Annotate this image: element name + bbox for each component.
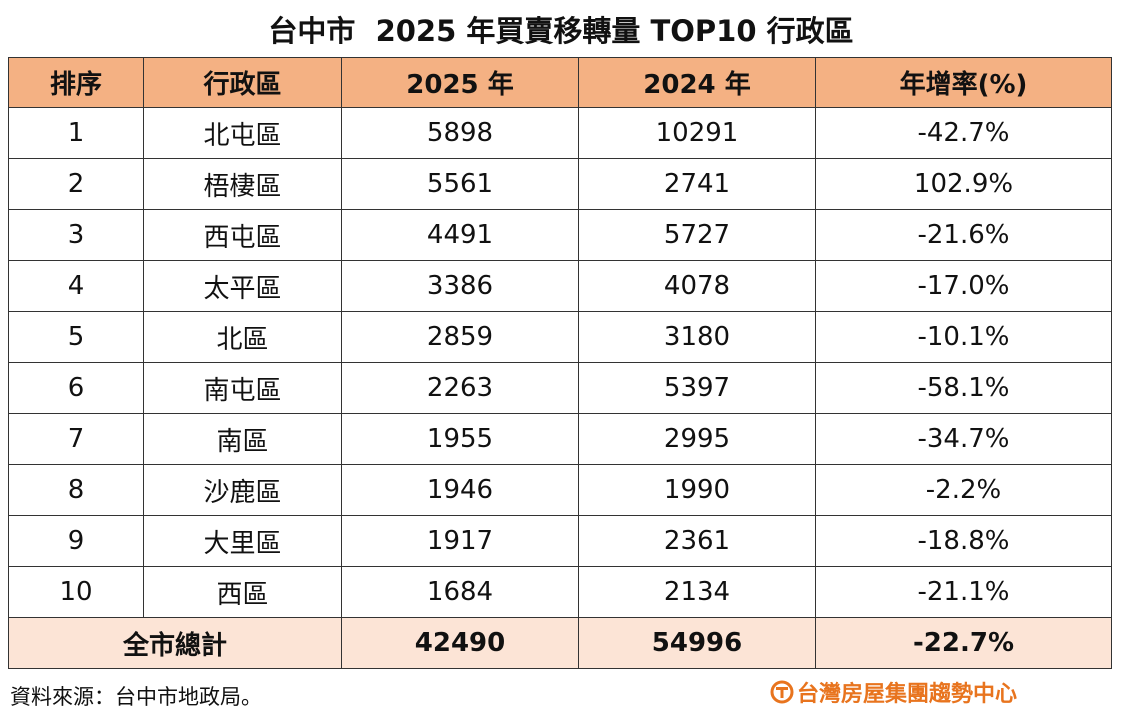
table-cell: 3180 (578, 311, 816, 363)
table-cell: 西屯區 (143, 209, 342, 261)
table-row: 8 沙鹿區 1946 1990 -2.2% (8, 464, 1112, 516)
table-cell: 4078 (578, 260, 816, 312)
table-cell: 3 (8, 209, 144, 261)
total-cell: 54996 (578, 617, 816, 669)
table-cell: -21.1% (815, 566, 1112, 618)
title: 台中市 2025 年買賣移轉量 TOP10 行政區 (268, 14, 854, 48)
header-cell: 排序 (8, 57, 144, 108)
table-cell: 5 (8, 311, 144, 363)
table-cell: -17.0% (815, 260, 1112, 312)
table-cell: -18.8% (815, 515, 1112, 567)
table-cell: 北區 (143, 311, 342, 363)
table-cell: 2263 (341, 362, 579, 414)
table-cell: -21.6% (815, 209, 1112, 261)
total-cell: -22.7% (815, 617, 1112, 669)
table-cell: 大里區 (143, 515, 342, 567)
table-cell: 1955 (341, 413, 579, 465)
table-cell: 1 (8, 107, 144, 159)
table-cell: 1990 (578, 464, 816, 516)
logo: 台灣房屋集團趨勢中心 (770, 676, 1017, 708)
table-cell: -34.7% (815, 413, 1112, 465)
total-cell: 42490 (341, 617, 579, 669)
table-row: 5 北區 2859 3180 -10.1% (8, 311, 1112, 363)
table-cell: -10.1% (815, 311, 1112, 363)
table-cell: -2.2% (815, 464, 1112, 516)
table-cell: 7 (8, 413, 144, 465)
table-cell: 2361 (578, 515, 816, 567)
table-cell: 5561 (341, 158, 579, 210)
header-cell: 2024 年 (578, 57, 816, 108)
table-cell: 北屯區 (143, 107, 342, 159)
logo-text: 台灣房屋集團趨勢中心 (797, 682, 1018, 707)
header-cell: 年增率(%) (815, 57, 1112, 108)
table-cell: 2134 (578, 566, 816, 618)
table-cell: 2859 (341, 311, 579, 363)
total-cell: 全市總計 (8, 617, 342, 669)
table-row: 3 西屯區 4491 5727 -21.6% (8, 209, 1112, 261)
table-cell: 1946 (341, 464, 579, 516)
table-row: 10 西區 1684 2134 -21.1% (8, 566, 1112, 618)
table-cell: 102.9% (815, 158, 1112, 210)
table-row: 7 南區 1955 2995 -34.7% (8, 413, 1112, 465)
table-cell: 1684 (341, 566, 579, 618)
header-cell: 2025 年 (341, 57, 579, 108)
table-cell: 南屯區 (143, 362, 342, 414)
table-cell: 2995 (578, 413, 816, 465)
header-cell: 行政區 (143, 57, 342, 108)
table-cell: 5727 (578, 209, 816, 261)
table-cell: 4 (8, 260, 144, 312)
table-row: 9 大里區 1917 2361 -18.8% (8, 515, 1112, 567)
table-body: 1 北屯區 5898 10291 -42.7% 2 梧棲區 5561 2741 102.9% 3 西屯… (8, 107, 1112, 669)
table-cell: 5397 (578, 362, 816, 414)
table-cell: -58.1% (815, 362, 1112, 414)
data-table: 排序 行政區 2025 年 2024 年年增率(%) 1 北屯區 5898 10291 -42… (8, 57, 1112, 669)
table-cell: 1917 (341, 515, 579, 567)
table-row: 6 南屯區 2263 5397 -58.1% (8, 362, 1112, 414)
table-cell: 2741 (578, 158, 816, 210)
table-row: 1 北屯區 5898 10291 -42.7% (8, 107, 1112, 159)
table-cell: 3386 (341, 260, 579, 312)
table-cell: 南區 (143, 413, 342, 465)
table-cell: 沙鹿區 (143, 464, 342, 516)
table-cell: 太平區 (143, 260, 342, 312)
logo-icon (770, 680, 794, 704)
table-cell: 2 (8, 158, 144, 210)
header-row: 排序 行政區 2025 年 2024 年年增率(%) (8, 57, 1112, 108)
table-row: 4 太平區 3386 4078 -17.0% (8, 260, 1112, 312)
total-row: 全市總計 42490 54996 -22.7% (8, 617, 1112, 669)
table-cell: 10291 (578, 107, 816, 159)
table-cell: 西區 (143, 566, 342, 618)
table-cell: 9 (8, 515, 144, 567)
table-cell: 5898 (341, 107, 579, 159)
table-cell: -42.7% (815, 107, 1112, 159)
table-cell: 6 (8, 362, 144, 414)
table-cell: 10 (8, 566, 144, 618)
table-cell: 4491 (341, 209, 579, 261)
source-note: 資料來源：台中市地政局。 (10, 685, 262, 709)
table-row: 2 梧棲區 5561 2741 102.9% (8, 158, 1112, 210)
table-cell: 梧棲區 (143, 158, 342, 210)
table-cell: 8 (8, 464, 144, 516)
